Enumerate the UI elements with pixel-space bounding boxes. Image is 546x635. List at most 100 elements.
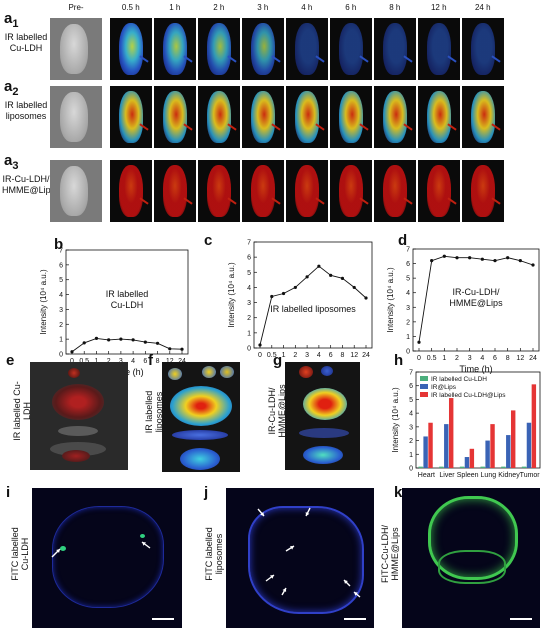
mouse-signal bbox=[119, 91, 143, 143]
x-tick-label: 4 bbox=[480, 355, 484, 362]
y-tick-label: 3 bbox=[247, 300, 251, 307]
mouse-signal bbox=[383, 91, 407, 143]
y-tick-label: 5 bbox=[59, 277, 63, 284]
x-tick-label: 6 bbox=[143, 358, 147, 365]
x-tick-label: 12 bbox=[350, 352, 358, 359]
mouse-signal bbox=[251, 23, 275, 75]
x-tick-label: 24 bbox=[529, 355, 537, 362]
data-point bbox=[480, 257, 484, 261]
chart-annotation-line: Cu-LDH bbox=[111, 300, 144, 310]
bar-heart-1 bbox=[423, 436, 428, 468]
mouse-signal bbox=[339, 23, 363, 75]
liver-organ bbox=[52, 384, 104, 420]
imaging-frame bbox=[418, 160, 460, 222]
fitc-label-line: HMME@Lips bbox=[390, 527, 400, 581]
bar-tumor-1 bbox=[526, 422, 532, 468]
liver-organ bbox=[303, 388, 347, 420]
panel-subscript: 1 bbox=[12, 18, 19, 30]
time-label-5: 4 h bbox=[301, 3, 313, 12]
panel-label-a3: a3 bbox=[4, 152, 18, 172]
imaging-frame bbox=[418, 86, 460, 148]
row-label-line: HMME@Lips bbox=[2, 185, 56, 195]
plot-frame bbox=[415, 371, 541, 469]
x-tick-label: 1 bbox=[282, 352, 286, 359]
imaging-frame bbox=[198, 18, 240, 80]
imaging-frame bbox=[242, 160, 284, 222]
y-tick-label: 0 bbox=[406, 349, 410, 356]
data-point bbox=[180, 347, 184, 351]
data-point bbox=[493, 259, 497, 263]
bar-kidney-0 bbox=[501, 466, 506, 468]
y-tick-label: 1 bbox=[409, 452, 413, 459]
mouse-signal bbox=[339, 91, 363, 143]
panel-label-g: g bbox=[273, 352, 283, 369]
mouse-signal bbox=[295, 23, 319, 75]
mouse-signal bbox=[427, 23, 451, 75]
time-label-1: 0.5 h bbox=[121, 3, 140, 12]
y-tick-label: 0 bbox=[409, 466, 413, 473]
data-point bbox=[468, 256, 472, 260]
x-tick-label: 3 bbox=[119, 358, 123, 365]
y-tick-label: 0 bbox=[59, 352, 63, 359]
organ-row-label: IR labelled liposomes bbox=[144, 377, 164, 447]
panel-label-j: j bbox=[204, 484, 209, 501]
bar-kidney-2 bbox=[510, 410, 516, 468]
y-axis-label: Intensity (10⁴ a.u.) bbox=[391, 387, 400, 453]
mouse-silhouette bbox=[60, 24, 88, 74]
x-tick-label: Heart bbox=[418, 472, 435, 479]
x-tick-label: 0 bbox=[70, 358, 74, 365]
x-axis-label: Time (h) bbox=[459, 364, 492, 374]
row-label: IR labelled Cu-LDH bbox=[2, 32, 50, 54]
panel-label-i: i bbox=[6, 484, 11, 501]
bar-lung-2 bbox=[490, 424, 495, 468]
panel-letter: a bbox=[4, 10, 13, 27]
data-point bbox=[82, 341, 86, 345]
data-point bbox=[131, 338, 135, 342]
x-tick-label: 24 bbox=[362, 352, 370, 359]
row-label-line: IR labelled bbox=[4, 32, 48, 42]
x-tick-label: 2 bbox=[455, 355, 459, 362]
y-tick-label: 4 bbox=[247, 285, 251, 292]
x-tick-label: 4 bbox=[317, 352, 321, 359]
mouse-signal bbox=[251, 165, 275, 217]
series-line bbox=[418, 255, 534, 343]
heart-organ bbox=[299, 366, 313, 378]
row-label-line: IR-Cu-LDH/ bbox=[2, 174, 50, 184]
time-label-0: Pre- bbox=[68, 3, 84, 12]
organ-image bbox=[162, 362, 240, 472]
time-label-3: 2 h bbox=[213, 3, 225, 12]
imaging-frame bbox=[286, 160, 328, 222]
imaging-frame bbox=[154, 18, 196, 80]
y-tick-label: 7 bbox=[247, 240, 251, 247]
row-label-line: Cu-LDH bbox=[9, 43, 43, 53]
panel-letter: a bbox=[4, 152, 13, 169]
plot-frame bbox=[253, 241, 373, 349]
x-tick-label: 6 bbox=[493, 355, 497, 362]
imaging-frame bbox=[374, 160, 416, 222]
scale-bar bbox=[344, 618, 366, 620]
panel-label-a2: a2 bbox=[4, 78, 18, 98]
x-tick-label: 6 bbox=[329, 352, 333, 359]
x-tick-label: 1 bbox=[442, 355, 446, 362]
pre-image-frame bbox=[50, 86, 102, 148]
panel-label-e: e bbox=[6, 352, 15, 369]
fitc-image bbox=[32, 488, 182, 628]
mouse-signal bbox=[119, 23, 143, 75]
heart-organ bbox=[68, 368, 80, 378]
y-tick-label: 7 bbox=[406, 247, 410, 254]
fitc-image bbox=[226, 488, 374, 628]
imaging-frame bbox=[154, 160, 196, 222]
chart-annotation: IR labelled Cu-LDH bbox=[106, 289, 149, 310]
chart-annotation: IR-Cu-LDH/HMME@Lips bbox=[449, 287, 503, 308]
series-line bbox=[259, 265, 367, 346]
fitc-signal-spot bbox=[60, 546, 66, 551]
data-point bbox=[281, 291, 286, 296]
tumor-inner-signal bbox=[438, 550, 506, 584]
scale-bar bbox=[510, 618, 532, 620]
x-tick-label: 8 bbox=[340, 352, 344, 359]
y-axis-label: Intensity (10⁴ a.u.) bbox=[227, 262, 236, 328]
data-point bbox=[305, 275, 309, 279]
tumor-section-outline bbox=[428, 496, 518, 580]
